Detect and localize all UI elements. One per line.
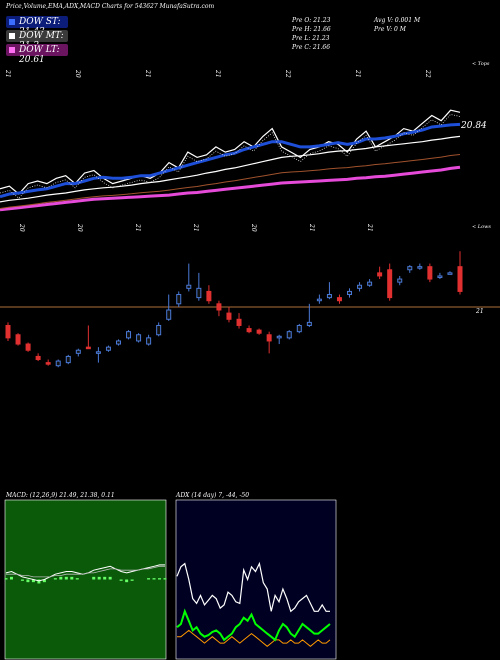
candle-body: [367, 281, 373, 286]
candle-body: [186, 284, 192, 289]
tops-label: < Tops: [472, 61, 490, 67]
ema-series-brown: [0, 154, 461, 209]
page-title: Price,Volume,EMA,ADX,MACD Charts for 543…: [6, 3, 215, 10]
candle-body: [256, 329, 262, 334]
candle-body: [296, 324, 302, 333]
candle-body: [336, 297, 342, 302]
candle-body: [377, 272, 383, 277]
adx-title: ADX (14 day) 7, -44, -50: [176, 492, 250, 499]
top-label: 22: [284, 69, 291, 78]
candle-body: [286, 331, 292, 339]
candle-body: [115, 340, 121, 345]
price-reference-label: 21: [475, 308, 484, 315]
ema-series-dotted: [0, 113, 461, 199]
candle-body: [427, 266, 433, 280]
stat-pre-close: Pre C: 21.66: [292, 44, 331, 51]
ema-series-dow-st: [0, 122, 461, 199]
stat-avg-volume: Avg V: 0.001 M: [374, 17, 421, 24]
candle-body: [136, 334, 142, 342]
adx-minus-di-line: [177, 629, 331, 647]
legend-swatch-mt: [9, 33, 15, 39]
bottom-label: 20: [76, 223, 83, 232]
candle-body: [437, 275, 443, 278]
candle-body: [85, 346, 91, 350]
top-label: 21: [144, 69, 151, 78]
candle-body: [55, 360, 61, 367]
candle-body: [397, 278, 403, 283]
bottom-label: 21: [308, 223, 315, 232]
candle-body: [306, 321, 312, 326]
top-label: 21: [4, 69, 11, 78]
candle-body: [5, 324, 11, 339]
ema-series-dow-lt: [0, 165, 461, 212]
lows-label: < Lows: [472, 224, 491, 230]
candle-body: [266, 334, 272, 342]
candle-body: [206, 290, 212, 302]
candle-body: [316, 298, 322, 302]
candle-body: [176, 294, 182, 305]
adx-plus-di-line: [176, 608, 331, 642]
macd-title: MACD: (12,26,9) 21.49, 21.38, 0.11: [6, 492, 115, 499]
stat-pre-low: Pre L: 21.23: [292, 35, 330, 42]
top-label: 21: [214, 69, 221, 78]
candle-body: [166, 309, 172, 320]
adx-panel: [175, 499, 337, 660]
candle-body: [347, 290, 353, 296]
candle-body: [236, 318, 242, 326]
macd-signal-line: [6, 565, 165, 578]
bottom-label: 21: [192, 223, 199, 232]
candle-body: [326, 294, 332, 299]
candle-body: [146, 337, 152, 345]
stat-pre-open: Pre O: 21.23: [292, 17, 331, 24]
candle-body: [357, 284, 363, 289]
candle-body: [216, 303, 222, 311]
candle-body: [196, 287, 202, 299]
candle-body: [417, 266, 423, 269]
legend-label-lt: DOW LT: 20.61: [19, 45, 60, 65]
candle-body: [105, 346, 111, 351]
ema-series-dow-mt: [0, 135, 461, 203]
candle-body: [276, 335, 282, 339]
candle-body: [387, 269, 393, 299]
adx-line: [176, 561, 330, 613]
candle-body: [246, 328, 252, 333]
top-label: 21: [354, 69, 361, 78]
bottom-label: 21: [134, 223, 141, 232]
candle-body: [95, 351, 101, 354]
top-label: 22: [424, 69, 431, 78]
top-label: 20: [74, 69, 81, 78]
bottom-label: 20: [250, 223, 257, 232]
candle-body: [407, 266, 413, 271]
candle-body: [25, 343, 31, 351]
candle-body: [65, 355, 71, 364]
candle-body: [126, 331, 132, 339]
candle-body: [226, 312, 232, 320]
candle-body: [457, 266, 463, 292]
candle-body: [45, 362, 51, 365]
stat-pre-high: Pre H: 21.66: [292, 26, 331, 33]
candle-body: [15, 334, 21, 345]
candle-body: [447, 272, 453, 275]
last-price-label: 20.84: [460, 121, 487, 131]
candle-body: [35, 355, 41, 361]
candle-body: [75, 349, 81, 354]
legend-swatch-lt: [9, 47, 15, 53]
bottom-label: 21: [366, 223, 373, 232]
bottom-label: 20: [18, 223, 25, 232]
legend-swatch-st: [9, 19, 15, 25]
stat-pre-volume: Pre V: 0 M: [374, 26, 406, 33]
candle-body: [156, 324, 162, 336]
legend-dow-lt: DOW LT: 20.61: [6, 44, 68, 65]
